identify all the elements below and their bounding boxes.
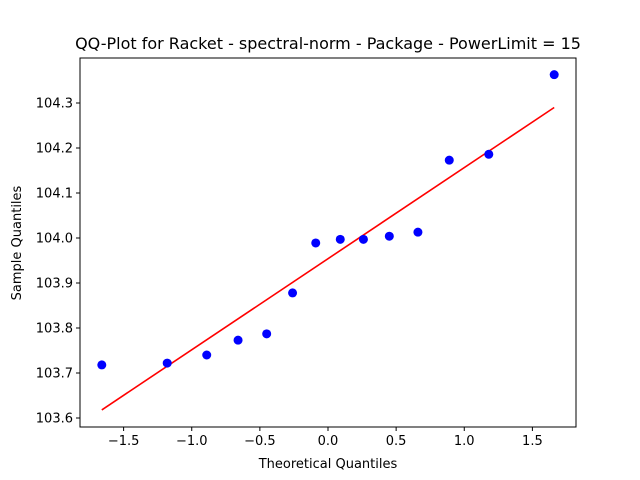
y-tick-label: 104.0 bbox=[36, 232, 73, 247]
x-tick-label: 0.0 bbox=[318, 434, 339, 449]
x-tick-label: 1.0 bbox=[454, 434, 475, 449]
y-tick-label: 104.1 bbox=[36, 187, 73, 202]
y-axis-ticks: 103.6 103.7 103.8 103.9 104.0 104.1 104.2 104.3 bbox=[36, 97, 80, 427]
fit-line-layer bbox=[101, 106, 555, 411]
y-axis-label: Sample Quantiles bbox=[10, 185, 25, 300]
chart-title: QQ-Plot for Racket - spectral-norm - Pac… bbox=[75, 34, 581, 53]
x-axis-ticks: −1.5 −1.0 −0.5 0.0 0.5 1.0 1.5 bbox=[108, 427, 543, 449]
data-point bbox=[549, 70, 559, 80]
points-layer bbox=[97, 70, 559, 370]
data-point bbox=[335, 234, 345, 244]
x-tick-label: 0.5 bbox=[386, 434, 407, 449]
y-tick-label: 103.6 bbox=[36, 412, 73, 427]
data-point bbox=[162, 358, 172, 368]
plot-area-frame bbox=[79, 57, 577, 428]
x-axis-label: Theoretical Quantiles bbox=[258, 457, 398, 472]
y-tick-label: 103.9 bbox=[36, 277, 73, 292]
data-point bbox=[484, 149, 494, 159]
data-point bbox=[262, 329, 272, 339]
y-tick-label: 104.2 bbox=[36, 142, 73, 157]
data-point bbox=[97, 360, 107, 370]
data-point bbox=[413, 227, 423, 237]
x-tick-label: 1.5 bbox=[522, 434, 543, 449]
data-point bbox=[202, 350, 212, 360]
x-tick-label: −0.5 bbox=[244, 434, 276, 449]
x-tick-label: −1.0 bbox=[176, 434, 208, 449]
data-point bbox=[311, 238, 321, 248]
y-tick-label: 103.8 bbox=[36, 322, 73, 337]
y-tick-label: 104.3 bbox=[36, 97, 73, 112]
fit-line bbox=[101, 106, 555, 411]
data-point bbox=[384, 231, 394, 241]
data-point bbox=[358, 234, 368, 244]
data-point bbox=[288, 288, 298, 298]
data-point bbox=[233, 335, 243, 345]
data-point bbox=[444, 155, 454, 165]
y-tick-label: 103.7 bbox=[36, 367, 73, 382]
x-tick-label: −1.5 bbox=[108, 434, 140, 449]
